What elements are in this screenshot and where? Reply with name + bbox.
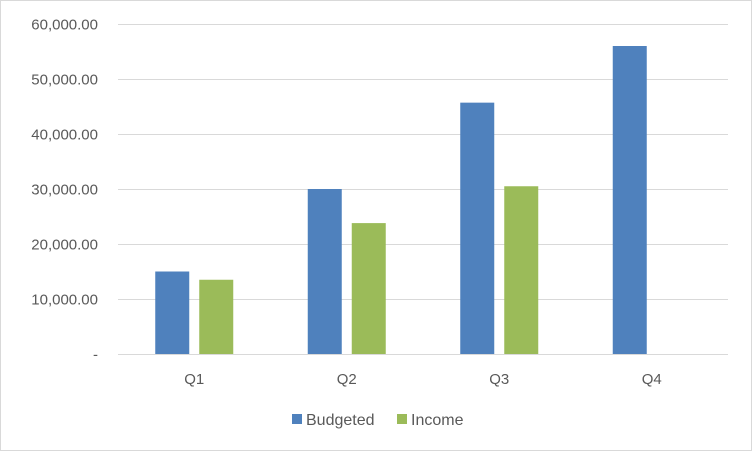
legend-swatch-budgeted	[292, 414, 302, 424]
y-axis-labels: - 10,000.00 20,000.00 30,000.00 40,000.00 50,…	[31, 17, 98, 364]
x-axis-labels: Q1 Q2 Q3 Q4	[184, 371, 662, 388]
bar-income-q3	[504, 186, 539, 354]
y-tick-label: 60,000.00	[31, 17, 98, 34]
bar-income-q1	[199, 279, 234, 354]
y-tick-label: 10,000.00	[31, 292, 98, 309]
y-tick-label: 40,000.00	[31, 127, 98, 144]
bars	[155, 46, 647, 355]
y-tick-label: 30,000.00	[31, 182, 98, 199]
bar-budgeted-q2	[307, 189, 342, 354]
legend: Budgeted Income	[292, 412, 464, 429]
x-tick-label: Q2	[337, 371, 357, 388]
bar-budgeted-q3	[460, 102, 495, 355]
legend-label-budgeted: Budgeted	[306, 412, 375, 429]
bar-income-q2	[351, 223, 386, 354]
y-tick-label: 20,000.00	[31, 237, 98, 254]
y-tick-label: -	[93, 347, 98, 364]
bar-budgeted-q1	[155, 271, 190, 354]
x-tick-label: Q1	[184, 371, 204, 388]
x-tick-label: Q4	[642, 371, 662, 388]
legend-label-income: Income	[411, 412, 464, 429]
y-tick-label: 50,000.00	[31, 72, 98, 89]
x-tick-label: Q3	[489, 371, 509, 388]
bar-budgeted-q4	[612, 46, 647, 354]
legend-swatch-income	[397, 414, 407, 424]
